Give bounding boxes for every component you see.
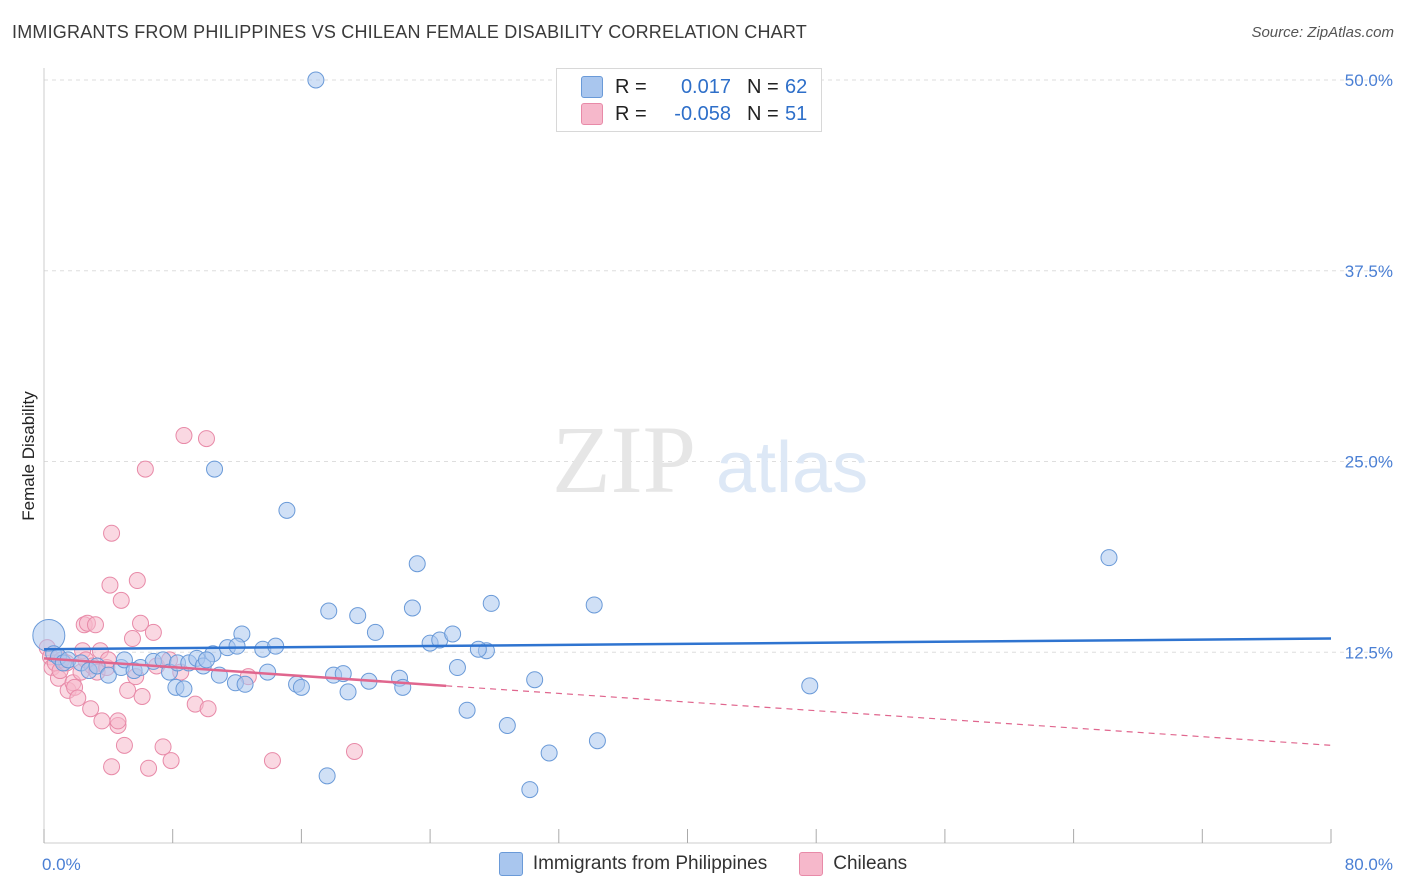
legend-swatch-blue	[498, 852, 523, 876]
legend-row-chileans: R = -0.058 N = 51	[581, 101, 807, 127]
grid-lines	[44, 79, 1393, 653]
chileans-trend-line	[43, 657, 447, 688]
chileans-point	[263, 752, 281, 770]
chileans-point	[144, 623, 162, 641]
correlation-legend: R = 0.017 N = 62 R = -0.058 N = 51	[556, 68, 822, 132]
philippines-point	[99, 666, 117, 684]
legend-item-chileans: Chileans	[799, 852, 907, 876]
philippines-point	[458, 701, 476, 719]
legend-n-label: N =	[747, 75, 779, 98]
philippines-point	[448, 659, 466, 677]
philippines-point	[320, 602, 338, 620]
chileans-point	[128, 572, 146, 590]
philippines-point	[236, 675, 254, 693]
philippines-point	[540, 744, 558, 762]
chileans-point	[112, 591, 130, 609]
chileans-point	[162, 752, 180, 770]
legend-r-value: 0.017	[680, 75, 731, 98]
philippines-point	[403, 599, 421, 617]
chileans-point	[132, 614, 150, 632]
legend-n-value: 62	[785, 75, 808, 98]
legend-label-philippines: Immigrants from Philippines	[532, 853, 768, 874]
philippines-point	[292, 678, 310, 696]
chileans-point	[109, 712, 127, 730]
y-tick-labels: 12.5% 25.0% 37.5% 50.0%	[1345, 71, 1393, 662]
chileans-point	[140, 759, 158, 777]
y-axis-label: Female Disability	[19, 391, 38, 521]
chileans-point	[133, 688, 151, 706]
philippines-point	[521, 781, 539, 799]
chileans-point	[103, 758, 121, 776]
legend-label-chileans: Chileans	[833, 853, 908, 874]
chileans-points	[38, 427, 363, 777]
philippines-point	[482, 594, 500, 612]
chileans-point	[82, 700, 100, 718]
chileans-trend-extension	[446, 685, 1332, 746]
watermark-zip: ZIP	[552, 406, 696, 513]
chileans-point	[345, 742, 363, 760]
philippines-point	[318, 767, 336, 785]
x-tick-max: 80.0%	[1345, 855, 1393, 874]
philippines-point	[444, 625, 462, 643]
legend-r-label: R =	[615, 102, 647, 125]
chileans-point	[115, 736, 133, 754]
philippines-point	[339, 683, 357, 701]
trend-lines	[43, 637, 1332, 746]
chileans-point	[119, 681, 137, 699]
philippines-point	[469, 640, 487, 658]
chileans-point	[93, 712, 111, 730]
philippines-point	[585, 596, 603, 614]
philippines-point	[349, 607, 367, 625]
y-tick-label: 50.0%	[1345, 71, 1393, 90]
chileans-point	[103, 524, 121, 542]
y-tick-label: 12.5%	[1345, 643, 1393, 662]
philippines-point	[498, 716, 516, 734]
watermark-atlas: atlas	[716, 428, 868, 508]
philippines-point	[278, 501, 296, 519]
chileans-point	[136, 460, 154, 478]
legend-n-value: 51	[785, 102, 808, 125]
philippines-point	[175, 680, 193, 698]
series-legend: Immigrants from Philippines Chileans	[0, 852, 1406, 876]
chileans-point	[154, 738, 172, 756]
chileans-point	[123, 630, 141, 648]
source-label: Source: ZipAtlas.com	[1251, 24, 1394, 41]
x-tick-min: 0.0%	[42, 855, 81, 874]
chileans-point	[69, 689, 87, 707]
philippines-point	[206, 460, 224, 478]
legend-r-value: -0.058	[674, 102, 731, 125]
philippines-point	[801, 677, 819, 695]
philippines-point	[307, 71, 325, 89]
legend-row-philippines: R = 0.017 N = 62	[581, 74, 807, 100]
philippines-trend-line	[43, 637, 1332, 651]
philippines-point	[366, 623, 384, 641]
chileans-point	[197, 430, 215, 448]
philippines-point	[228, 637, 246, 655]
legend-swatch-pink	[799, 852, 824, 876]
philippines-points	[32, 71, 1118, 799]
philippines-point	[1100, 549, 1118, 567]
legend-item-philippines: Immigrants from Philippines	[498, 852, 768, 876]
axes	[43, 68, 1332, 844]
legend-n-label: N =	[747, 102, 779, 125]
chileans-point	[175, 427, 193, 445]
philippines-point	[197, 651, 215, 669]
chileans-point	[101, 576, 119, 594]
philippines-point	[408, 555, 426, 573]
philippines-point	[526, 671, 544, 689]
philippines-point	[588, 732, 606, 750]
legend-r-label: R =	[615, 75, 647, 98]
legend-swatch-pink	[581, 103, 603, 125]
chileans-point	[86, 616, 104, 634]
chileans-point	[199, 700, 217, 718]
y-tick-label: 25.0%	[1345, 453, 1393, 472]
legend-swatch-blue	[581, 76, 603, 98]
y-tick-label: 37.5%	[1345, 262, 1393, 281]
philippines-point	[32, 618, 66, 652]
chart-title: IMMIGRANTS FROM PHILIPPINES VS CHILEAN F…	[12, 22, 807, 42]
